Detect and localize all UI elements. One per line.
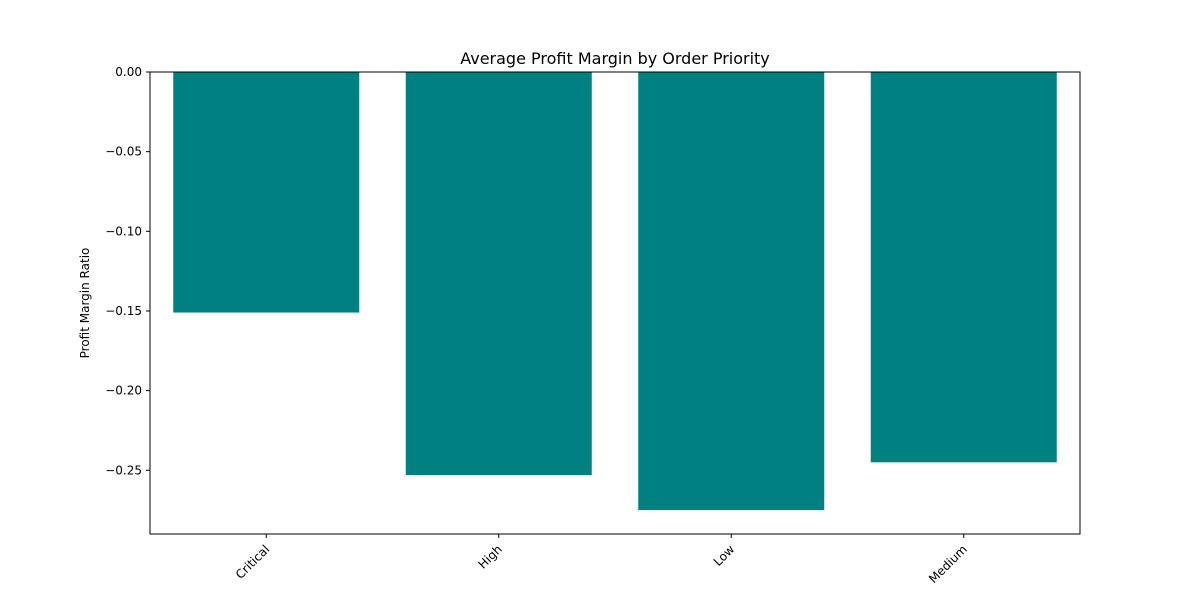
bars-layer	[173, 72, 1057, 511]
y-tick-label: −0.20	[105, 384, 142, 398]
y-tick-label: 0.00	[115, 65, 142, 79]
y-tick-label: −0.05	[105, 145, 142, 159]
bar-medium	[870, 72, 1057, 463]
bar-critical	[173, 72, 360, 313]
y-tick-label: −0.25	[105, 463, 142, 477]
x-tick-label: Critical	[233, 542, 273, 582]
x-axis-ticks: Critical High Low Medium	[233, 534, 970, 586]
y-axis-ticks: 0.00 −0.05 −0.10 −0.15 −0.20 −0.25	[105, 65, 150, 477]
x-tick-label: Low	[711, 542, 738, 569]
chart-title: Average Profit Margin by Order Priority	[460, 49, 770, 68]
x-tick-label: High	[475, 542, 504, 571]
y-axis-label: Profit Margin Ratio	[78, 248, 92, 359]
plot-area-frame	[149, 71, 1081, 535]
bar-high	[405, 72, 592, 476]
bar-low	[638, 72, 825, 511]
y-tick-label: −0.10	[105, 224, 142, 238]
x-tick-label: Medium	[926, 542, 970, 586]
y-tick-label: −0.15	[105, 304, 142, 318]
